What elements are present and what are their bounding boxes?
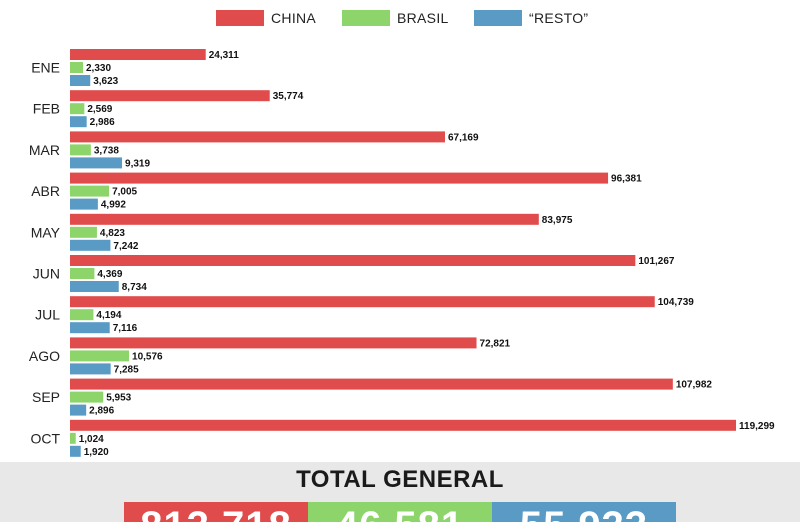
bar-china-abr <box>70 172 609 184</box>
month-label-oct: OCT <box>30 430 60 446</box>
legend-swatch-resto <box>474 10 522 26</box>
bar-china-mar <box>70 131 445 143</box>
data-label-resto-ago: 7,285 <box>114 364 139 375</box>
total-brasil-value: 46,581 <box>336 504 464 522</box>
bar-resto-oct <box>70 445 81 457</box>
data-label-brasil-jul: 4,194 <box>96 310 121 321</box>
bar-china-feb <box>70 90 270 102</box>
legend-swatch-brasil <box>342 10 390 26</box>
data-label-resto-sep: 2,896 <box>89 406 114 417</box>
bar-china-oct <box>70 419 736 431</box>
bar-brasil-may <box>70 226 97 238</box>
month-label-may: MAY <box>31 224 61 240</box>
data-label-brasil-feb: 2,569 <box>87 104 112 115</box>
data-label-china-sep: 107,982 <box>676 380 713 391</box>
data-label-brasil-ene: 2,330 <box>86 63 111 74</box>
bar-resto-mar <box>70 157 123 169</box>
month-label-jun: JUN <box>33 266 60 282</box>
bar-brasil-ene <box>70 62 84 73</box>
data-label-resto-abr: 4,992 <box>101 200 126 211</box>
data-label-brasil-mar: 3,738 <box>94 145 119 156</box>
bar-resto-ene <box>70 75 91 86</box>
data-label-brasil-ago: 10,576 <box>132 351 163 362</box>
bar-china-ago <box>70 337 477 349</box>
legend-item-china: CHINA <box>216 8 316 28</box>
data-label-china-mar: 67,169 <box>448 132 479 143</box>
bar-chart: ENE 24,311 2,330 3,623 FEB 35,774 2,569 2,986 MA… <box>29 49 775 458</box>
bar-china-may <box>70 213 539 225</box>
month-label-feb: FEB <box>33 101 60 117</box>
data-label-brasil-oct: 1,024 <box>79 434 104 445</box>
legend-swatch-china <box>216 10 264 26</box>
bar-resto-abr <box>70 198 98 210</box>
bar-brasil-mar <box>70 144 91 156</box>
data-label-china-may: 83,975 <box>542 215 573 226</box>
legend-label-china: CHINA <box>271 10 317 26</box>
bar-china-sep <box>70 378 673 390</box>
bar-resto-jun <box>70 281 119 292</box>
legend-label-resto: “RESTO” <box>529 10 589 26</box>
bar-brasil-feb <box>70 103 85 115</box>
data-label-resto-mar: 9,319 <box>125 158 150 169</box>
data-label-resto-feb: 2,986 <box>90 117 115 128</box>
data-label-resto-may: 7,242 <box>113 241 138 252</box>
legend-label-brasil: BRASIL <box>397 10 449 26</box>
month-label-mar: MAR <box>29 142 60 158</box>
bar-resto-may <box>70 239 111 251</box>
bar-resto-ago <box>70 363 111 375</box>
data-label-brasil-sep: 5,953 <box>106 393 131 404</box>
data-label-china-ago: 72,821 <box>480 338 511 349</box>
bar-brasil-jun <box>70 268 95 279</box>
month-label-ene: ENE <box>31 60 60 76</box>
month-label-sep: SEP <box>32 389 60 405</box>
data-label-brasil-jun: 4,369 <box>97 269 122 280</box>
bar-china-jun <box>70 255 636 266</box>
bar-brasil-abr <box>70 185 110 197</box>
data-label-brasil-abr: 7,005 <box>112 187 137 198</box>
data-label-china-feb: 35,774 <box>273 91 304 102</box>
legend-item-brasil: BRASIL <box>342 8 449 28</box>
bar-brasil-sep <box>70 391 104 403</box>
total-china-box: 813,718 <box>124 502 308 522</box>
total-resto-value: 55,933 <box>520 504 648 522</box>
totals-title: TOTAL GENERAL <box>296 466 504 493</box>
total-brasil-box: 46,581 <box>308 502 492 522</box>
totals-panel: TOTAL GENERAL 813,718 46,581 55,933 <box>0 462 800 522</box>
month-label-abr: ABR <box>31 183 60 199</box>
bar-china-ene <box>70 49 206 60</box>
bar-resto-jul <box>70 322 110 334</box>
data-label-china-ene: 24,311 <box>209 50 239 61</box>
total-china-value: 813,718 <box>140 504 292 522</box>
data-label-resto-jun: 8,734 <box>122 282 147 293</box>
data-label-resto-ene: 3,623 <box>93 76 118 87</box>
data-label-resto-jul: 7,116 <box>113 323 138 334</box>
bar-resto-feb <box>70 116 87 128</box>
data-label-china-oct: 119,299 <box>739 421 775 432</box>
data-label-china-jul: 104,739 <box>658 297 695 308</box>
legend-item-resto: “RESTO” <box>474 8 588 28</box>
chart-legend: CHINA BRASIL “RESTO” <box>0 8 800 28</box>
data-label-china-jun: 101,267 <box>638 256 675 267</box>
bar-brasil-jul <box>70 309 94 321</box>
bar-resto-sep <box>70 404 87 416</box>
bar-brasil-ago <box>70 350 130 362</box>
month-label-ago: AGO <box>29 348 60 364</box>
data-label-brasil-may: 4,823 <box>100 228 125 239</box>
bar-china-jul <box>70 296 655 308</box>
total-resto-box: 55,933 <box>492 502 676 522</box>
data-label-china-abr: 96,381 <box>611 174 642 185</box>
bar-brasil-oct <box>70 432 76 444</box>
month-label-jul: JUL <box>35 307 60 323</box>
data-label-resto-oct: 1,920 <box>84 447 109 458</box>
